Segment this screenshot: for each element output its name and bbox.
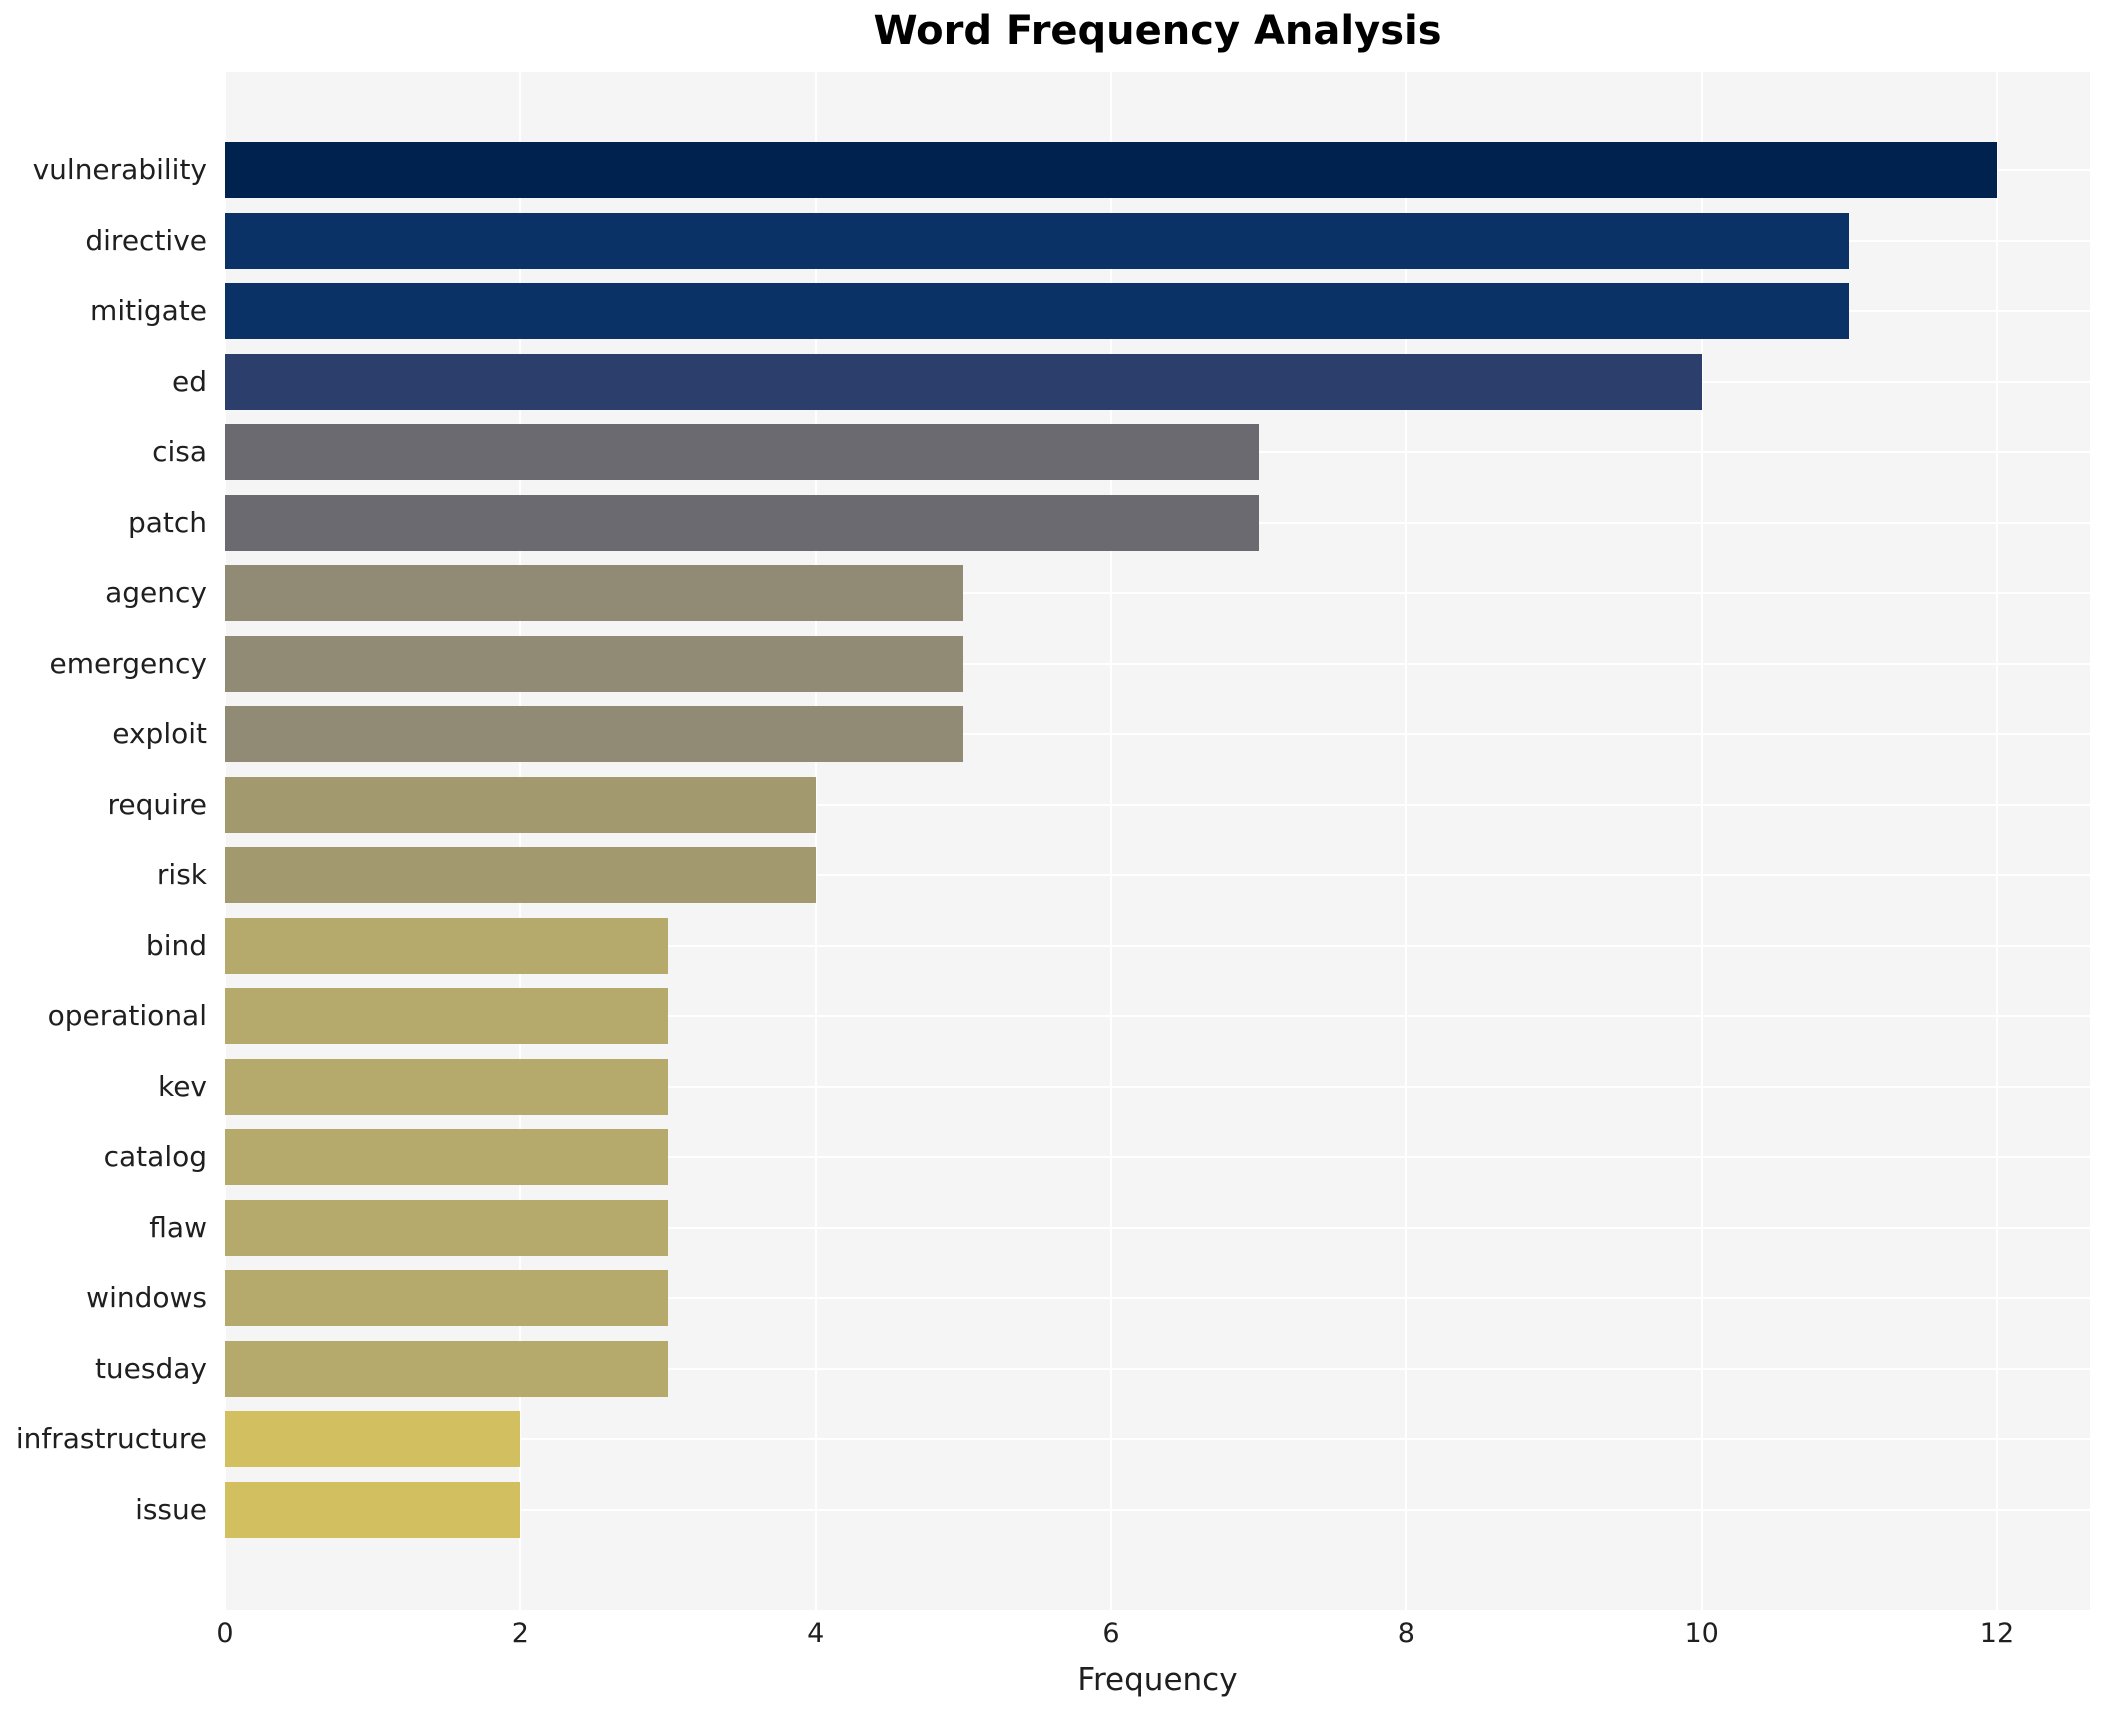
- y-tick-label-emergency: emergency: [49, 646, 207, 680]
- bar-agency: [225, 565, 964, 621]
- y-tick-label-flaw: flaw: [149, 1210, 207, 1244]
- horizontal-gridline: [225, 1156, 2090, 1158]
- x-tick-label-12: 12: [1979, 1618, 2015, 1649]
- y-tick-label-exploit: exploit: [112, 717, 207, 750]
- y-tick-label-require: require: [107, 787, 207, 821]
- bar-catalog: [225, 1129, 668, 1185]
- y-tick-label-bind: bind: [145, 928, 207, 962]
- y-tick-label-tuesday: tuesday: [94, 1351, 207, 1385]
- vertical-gridline: [1995, 72, 1998, 1610]
- bar-operational: [225, 988, 668, 1044]
- bar-emergency: [225, 635, 964, 692]
- bar-kev: [225, 1058, 668, 1115]
- y-tick-label-kev: kev: [157, 1069, 207, 1103]
- horizontal-gridline: [225, 1085, 2090, 1088]
- y-tick-label-patch: patch: [127, 505, 207, 539]
- bar-directive: [225, 212, 1850, 269]
- bar-windows: [225, 1270, 668, 1326]
- vertical-gridline: [1700, 72, 1703, 1610]
- y-tick-label-cisa: cisa: [152, 435, 207, 468]
- y-tick-label-risk: risk: [156, 858, 207, 891]
- vertical-gridline: [224, 72, 226, 1610]
- horizontal-gridline: [225, 874, 2090, 876]
- bar-issue: [225, 1481, 521, 1538]
- plot-area: [224, 72, 2090, 1610]
- vertical-gridline: [519, 72, 522, 1610]
- vertical-gridline: [814, 72, 817, 1610]
- y-tick-label-mitigate: mitigate: [90, 294, 207, 327]
- bar-tuesday: [225, 1340, 668, 1397]
- bar-risk: [225, 847, 816, 903]
- bar-ed: [225, 353, 1702, 410]
- horizontal-gridline: [225, 1508, 2090, 1511]
- bar-infrastructure: [225, 1411, 521, 1467]
- bar-cisa: [225, 424, 1259, 480]
- y-tick-label-vulnerability: vulnerability: [32, 153, 207, 186]
- x-tick-label-6: 6: [1102, 1618, 1120, 1649]
- x-tick-label-2: 2: [511, 1618, 529, 1649]
- vertical-gridline: [1405, 72, 1408, 1610]
- vertical-gridline: [1109, 72, 1112, 1610]
- horizontal-gridline: [225, 1297, 2090, 1299]
- horizontal-gridline: [225, 1367, 2090, 1370]
- horizontal-gridline: [225, 944, 2090, 947]
- bar-mitigate: [225, 283, 1850, 339]
- horizontal-gridline: [225, 803, 2090, 806]
- bar-patch: [225, 494, 1259, 551]
- bar-require: [225, 776, 816, 833]
- horizontal-gridline: [225, 662, 2090, 665]
- horizontal-gridline: [225, 592, 2090, 594]
- horizontal-gridline: [225, 1015, 2090, 1017]
- y-tick-label-operational: operational: [47, 999, 207, 1032]
- chart-title: Word Frequency Analysis: [873, 8, 1442, 54]
- y-tick-label-directive: directive: [85, 223, 207, 257]
- y-tick-label-infrastructure: infrastructure: [15, 1422, 207, 1455]
- y-tick-label-agency: agency: [105, 576, 207, 609]
- y-tick-label-windows: windows: [86, 1281, 207, 1314]
- x-tick-label-0: 0: [216, 1618, 234, 1649]
- bar-vulnerability: [225, 142, 1997, 198]
- bar-bind: [225, 917, 668, 974]
- x-tick-label-10: 10: [1684, 1618, 1719, 1649]
- y-tick-label-issue: issue: [135, 1492, 207, 1526]
- y-tick-label-ed: ed: [172, 364, 207, 398]
- horizontal-gridline: [225, 1438, 2090, 1440]
- horizontal-gridline: [225, 733, 2090, 735]
- bar-flaw: [225, 1199, 668, 1256]
- bar-exploit: [225, 706, 964, 762]
- x-axis-title: Frequency: [1077, 1662, 1238, 1698]
- horizontal-gridline: [225, 1226, 2090, 1229]
- x-tick-label-8: 8: [1397, 1618, 1415, 1649]
- x-tick-label-4: 4: [807, 1618, 825, 1649]
- y-tick-label-catalog: catalog: [103, 1140, 207, 1173]
